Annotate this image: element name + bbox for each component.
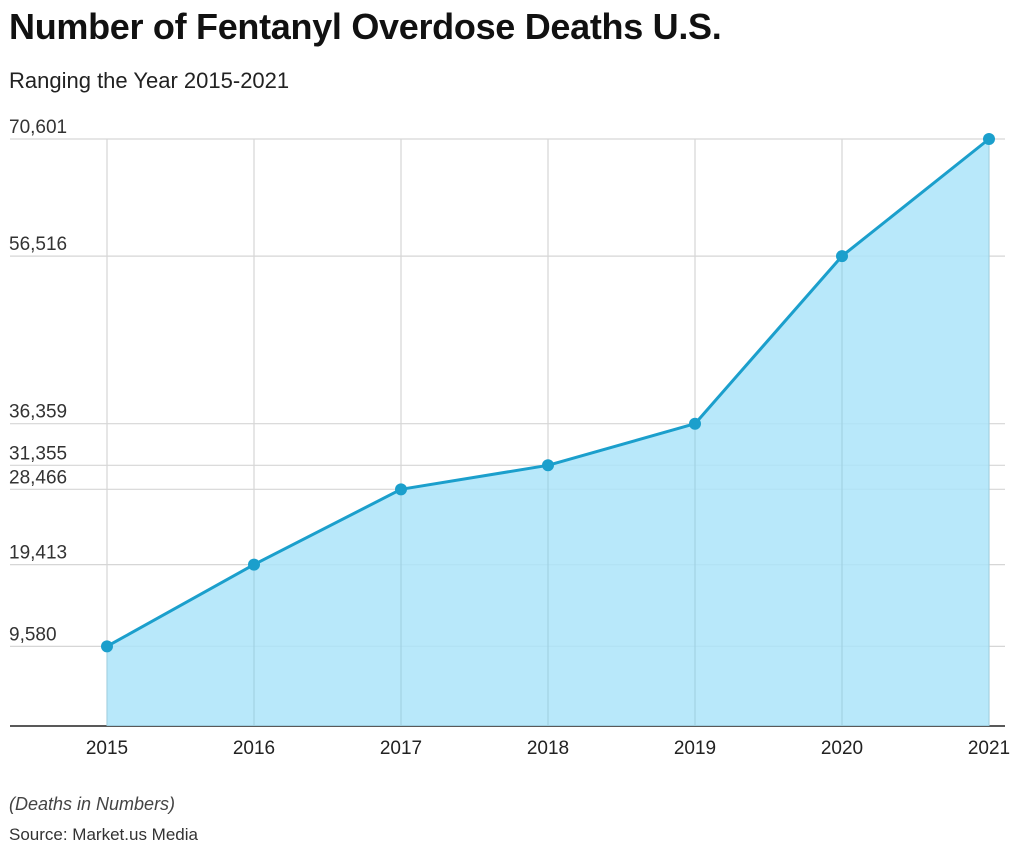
x-tick-label: 2017 — [380, 738, 422, 759]
data-point-2019 — [689, 417, 701, 430]
unit-note: (Deaths in Numbers) — [9, 794, 176, 814]
x-tick-label: 2021 — [968, 738, 1010, 759]
x-tick-label: 2016 — [233, 738, 275, 759]
data-point-2017 — [395, 483, 407, 496]
x-axis-tick-labels: 2015 2016 2017 2018 2019 2020 2021 — [86, 738, 1010, 759]
y-tick-label: 36,359 — [9, 402, 67, 423]
source-credit: Source: Market.us Media — [9, 825, 198, 844]
data-point-2021 — [983, 133, 995, 145]
x-tick-label: 2015 — [86, 738, 128, 759]
line-area-chart: 9,580 19,413 28,466 31,355 36,359 56,516 70,60… — [9, 117, 1010, 759]
y-tick-label: 56,516 — [9, 234, 67, 255]
x-tick-label: 2019 — [674, 738, 716, 759]
y-tick-label: 28,466 — [9, 467, 67, 488]
data-point-2018 — [542, 459, 554, 472]
data-point-2015 — [101, 640, 113, 653]
data-point-2016 — [248, 558, 260, 571]
y-tick-label: 31,355 — [9, 443, 67, 464]
chart-title: Number of Fentanyl Overdose Deaths U.S. — [9, 6, 722, 47]
y-axis-tick-labels: 9,580 19,413 28,466 31,355 36,359 56,516 70,60… — [9, 117, 67, 645]
y-tick-label: 19,413 — [9, 543, 67, 564]
data-points — [101, 133, 995, 653]
x-tick-label: 2018 — [527, 738, 569, 759]
x-tick-label: 2020 — [821, 738, 863, 759]
area-fill — [106, 139, 990, 726]
y-tick-label: 9,580 — [9, 624, 57, 645]
chart-subtitle: Ranging the Year 2015-2021 — [9, 68, 290, 93]
data-point-2020 — [836, 250, 848, 263]
y-tick-label: 70,601 — [9, 117, 67, 138]
area-path — [107, 139, 989, 726]
